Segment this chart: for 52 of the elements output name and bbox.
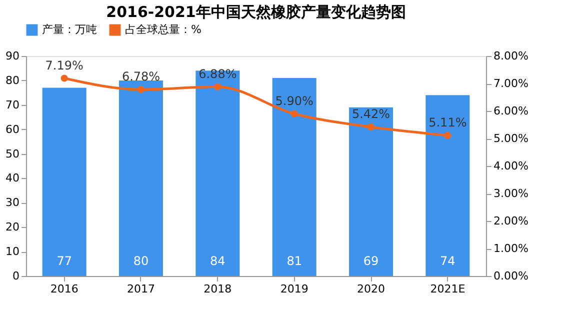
y2-tick-label: 6.00% bbox=[494, 104, 528, 118]
data-label: 7.19% bbox=[45, 58, 84, 72]
legend-label: 产量：万吨 bbox=[42, 23, 97, 36]
point bbox=[367, 123, 375, 130]
x-tick-label: 2019 bbox=[280, 282, 308, 296]
y-tick-label: 90 bbox=[6, 50, 20, 62]
x-tick-label: 2017 bbox=[127, 282, 155, 296]
y-tick-label: 40 bbox=[6, 172, 20, 185]
point bbox=[290, 110, 298, 118]
point bbox=[214, 83, 222, 90]
data-label: 5.42% bbox=[352, 106, 390, 121]
bar bbox=[349, 107, 393, 276]
y2-tick-label: 1.00% bbox=[494, 242, 528, 255]
y2-tick-label: 8.00% bbox=[494, 50, 528, 62]
y2-tick-label: 7.00% bbox=[494, 77, 528, 90]
y-tick-label: 60 bbox=[6, 122, 20, 136]
data-label: 81 bbox=[286, 254, 302, 268]
data-label: 5.90% bbox=[275, 94, 314, 108]
bar bbox=[272, 78, 316, 276]
bar bbox=[119, 80, 163, 276]
x-tick-label: 2020 bbox=[357, 282, 385, 296]
y-tick-label: 50 bbox=[6, 147, 20, 160]
y-tick-label: 20 bbox=[6, 220, 20, 234]
y-tick-label: 30 bbox=[6, 196, 20, 210]
y2-tick-label: 5.00% bbox=[494, 132, 528, 145]
x-tick-label: 2021E bbox=[430, 282, 466, 296]
bar bbox=[42, 88, 86, 276]
data-label: 74 bbox=[440, 254, 456, 268]
point bbox=[444, 132, 452, 140]
point bbox=[137, 86, 145, 94]
data-label: 84 bbox=[210, 254, 226, 268]
y-tick-label: 70 bbox=[6, 98, 20, 112]
point bbox=[60, 74, 68, 82]
data-label: 69 bbox=[363, 254, 379, 268]
data-label: 80 bbox=[133, 254, 149, 268]
y2-tick-label: 0.00% bbox=[494, 270, 528, 282]
data-label: 6.78% bbox=[122, 70, 160, 84]
data-label: 5.11% bbox=[428, 115, 467, 130]
data-label: 6.88% bbox=[198, 66, 237, 81]
y-tick-label: 0 bbox=[12, 270, 20, 282]
chart-title: 2016-2021年中国天然橡胶产量变化趋势图 bbox=[106, 3, 406, 21]
y2-tick-label: 3.00% bbox=[494, 187, 528, 200]
bar bbox=[196, 70, 240, 276]
x-tick-label: 2018 bbox=[204, 282, 232, 296]
y-tick-label: 80 bbox=[6, 74, 20, 87]
bar bbox=[426, 95, 470, 276]
x-tick-label: 2016 bbox=[50, 282, 78, 296]
y2-tick-label: 4.00% bbox=[494, 160, 528, 172]
data-label: 77 bbox=[56, 254, 72, 268]
y2-tick-label: 2.00% bbox=[494, 214, 528, 228]
y-tick-label: 10 bbox=[6, 245, 20, 258]
legend-label: 占全球总量：% bbox=[125, 23, 202, 36]
